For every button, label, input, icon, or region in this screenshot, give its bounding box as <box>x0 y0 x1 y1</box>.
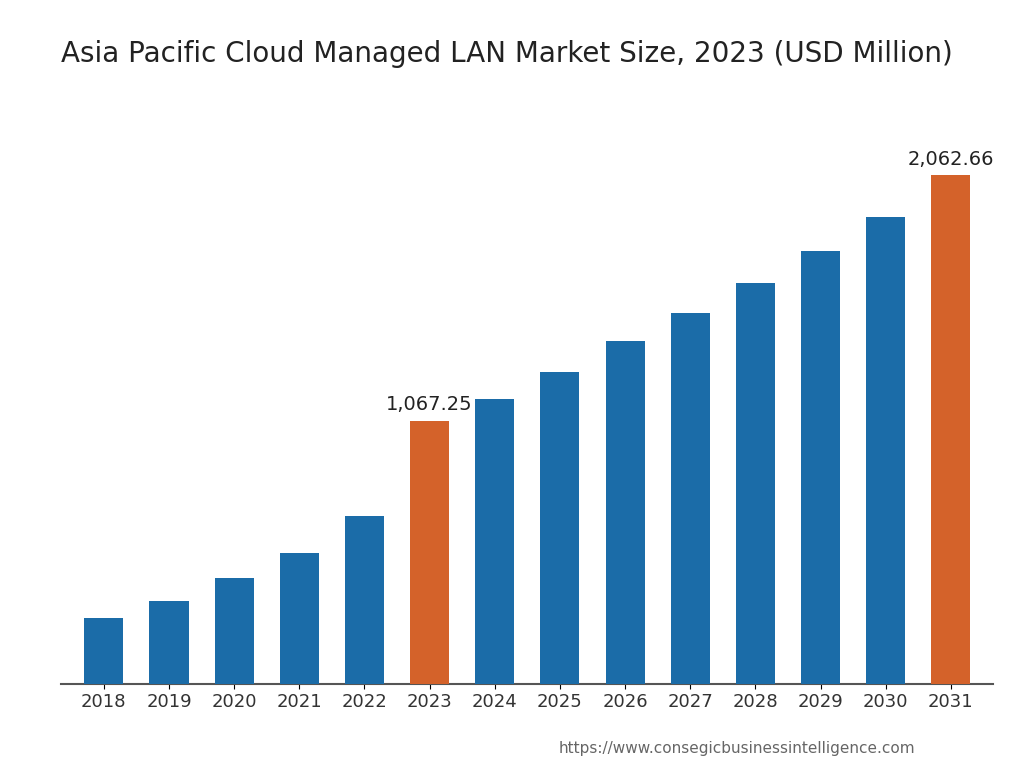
Text: 1,067.25: 1,067.25 <box>386 396 473 415</box>
Bar <box>410 421 450 684</box>
Bar <box>866 217 905 684</box>
Bar <box>605 341 645 684</box>
Bar <box>84 618 123 684</box>
Bar <box>736 283 775 684</box>
Bar <box>150 601 188 684</box>
Bar <box>345 516 384 684</box>
Bar <box>671 313 710 684</box>
Text: 2,062.66: 2,062.66 <box>907 150 994 169</box>
Bar <box>280 553 318 684</box>
Bar <box>932 175 971 684</box>
Bar <box>801 251 840 684</box>
Bar <box>475 399 514 684</box>
Bar <box>541 372 580 684</box>
Text: Asia Pacific Cloud Managed LAN Market Size, 2023 (USD Million): Asia Pacific Cloud Managed LAN Market Si… <box>61 40 953 68</box>
Text: https://www.consegicbusinessintelligence.com: https://www.consegicbusinessintelligence… <box>559 741 915 756</box>
Bar <box>215 578 254 684</box>
